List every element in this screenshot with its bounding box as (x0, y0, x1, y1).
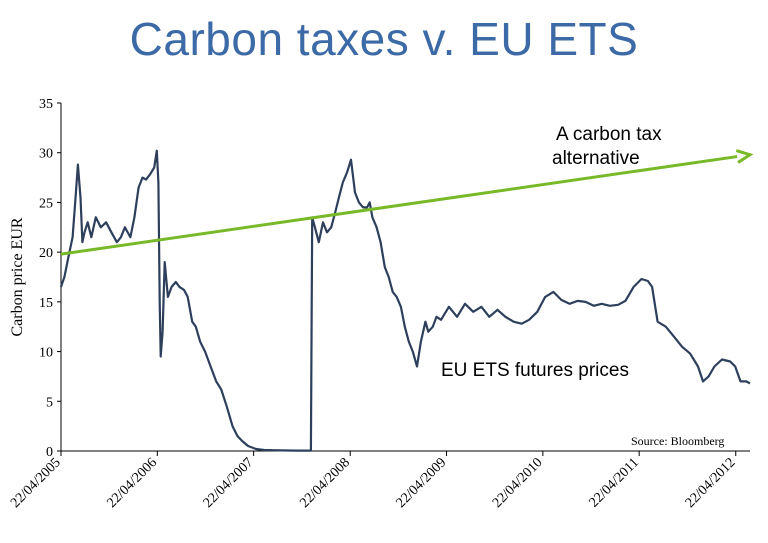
x-ticks: 22/04/2005 22/04/2006 22/04/2007 22/04/2008… (8, 451, 739, 511)
y-tick-label: 30 (39, 147, 53, 162)
x-tick-label: 22/04/2012 (683, 455, 739, 511)
source-note: Source: Bloomberg (631, 434, 724, 448)
x-tick-label: 22/04/2006 (104, 455, 160, 511)
y-tick-label: 5 (46, 395, 53, 410)
series-label: EU ETS futures prices (441, 360, 629, 381)
arrow-shaft (60, 155, 738, 256)
arrow-label-line1: A carbon tax (556, 124, 662, 145)
arrow-label-line2: alternative (552, 148, 640, 169)
chart-axes (60, 103, 750, 452)
y-ticks: 0 5 10 15 20 25 30 35 (39, 97, 61, 460)
x-tick-label: 22/04/2010 (490, 455, 546, 511)
y-tick-label: 0 (46, 445, 53, 460)
y-tick-label: 10 (39, 346, 53, 361)
y-axis-label: Carbon price EUR (9, 217, 26, 336)
y-tick-label: 20 (39, 246, 53, 261)
x-tick-label: 22/04/2009 (394, 455, 450, 511)
y-tick-label: 35 (39, 97, 53, 112)
x-tick-label: 22/04/2005 (8, 455, 64, 511)
y-tick-label: 25 (39, 196, 53, 211)
x-tick-label: 22/04/2008 (297, 455, 353, 511)
y-tick-label: 15 (39, 296, 53, 311)
x-tick-label: 22/04/2011 (587, 455, 642, 510)
series-line (59, 149, 751, 452)
arrow-head (735, 149, 754, 164)
carbon-tax-arrow (60, 149, 754, 256)
x-tick-label: 22/04/2007 (201, 455, 257, 511)
series-group (59, 149, 751, 452)
page-title: Carbon taxes v. EU ETS (129, 13, 639, 65)
